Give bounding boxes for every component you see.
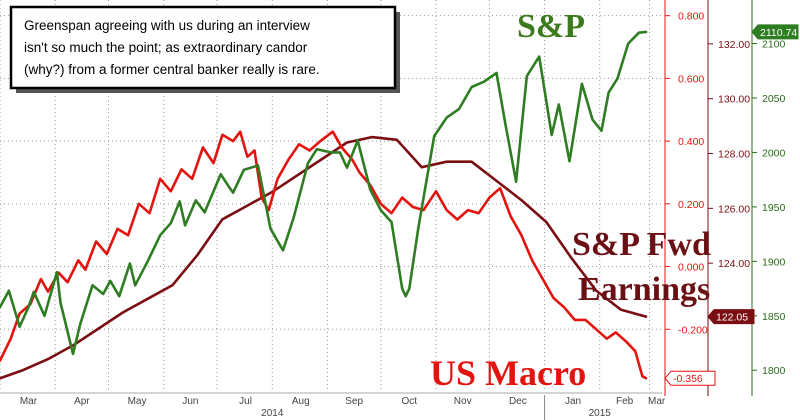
earnings-tick-label: 126.00 <box>718 203 750 215</box>
earnings-tick-label: 124.00 <box>718 258 750 270</box>
year-label: 2015 <box>589 408 612 419</box>
spx-tick-label: 1900 <box>762 256 786 268</box>
macro-tick-label: 0.800 <box>678 11 704 23</box>
x-tick-label: Feb <box>616 396 634 407</box>
annotation-box: Greenspan agreeing with us during an int… <box>9 5 400 93</box>
year-label: 2014 <box>261 408 284 419</box>
series-line-macro <box>0 130 648 380</box>
earnings-tick-label: 130.00 <box>718 94 750 106</box>
series-line-earnings <box>0 135 648 380</box>
earnings-tick-label: 128.00 <box>718 149 750 161</box>
x-tick-label: Oct <box>402 396 418 407</box>
macro-tick-label: 0.600 <box>678 73 704 85</box>
x-tick-label: Jul <box>239 396 252 407</box>
macro-tick-label: 0.200 <box>678 199 704 211</box>
earnings-last-value-tag <box>707 309 755 325</box>
annotation-border <box>9 5 397 90</box>
grid <box>0 0 662 392</box>
x-tick-label: Sep <box>345 396 363 407</box>
x-tick-label: Nov <box>454 396 472 407</box>
x-tick-label: May <box>128 396 147 407</box>
spx-last-value-label: 2110.74 <box>760 27 797 39</box>
spx-tick-label: 2050 <box>762 93 786 105</box>
series-line-spx <box>0 30 648 356</box>
series-lines <box>0 30 648 380</box>
annotation-line-3: (why?) from a former central banker real… <box>24 62 320 77</box>
macro-label: US Macro <box>430 353 586 393</box>
spx-tick-label: 2100 <box>762 39 786 51</box>
x-tick-label: Aug <box>292 396 310 407</box>
annotation-line-1: Greenspan agreeing with us during an int… <box>24 18 310 33</box>
x-tick-label: Jun <box>182 396 198 407</box>
earnings-tick-label: 132.00 <box>718 39 750 51</box>
spx-label: S&P <box>517 8 585 45</box>
spx-tick-label: 2000 <box>762 147 786 159</box>
spx-tick-label: 1850 <box>762 311 786 323</box>
x-tick-label: Mar <box>648 396 666 407</box>
x-tick-label: Mar <box>20 396 38 407</box>
macro-last-value-label: -0.356 <box>673 373 703 385</box>
earnings-label-line-1: S&P Fwd <box>572 226 711 263</box>
x-tick-label: Jan <box>565 396 581 407</box>
x-tick-label: Apr <box>74 396 90 407</box>
macro-tick-label: 0.400 <box>678 136 704 148</box>
macro-tick-label: 0.000 <box>678 262 704 274</box>
macro-tick-label: -0.200 <box>678 324 708 336</box>
macro-last-value-tag <box>664 370 716 386</box>
earnings-label-line-2: Earnings <box>578 271 710 308</box>
spx-tick-label: 1800 <box>762 365 786 377</box>
annotation-line-2: isn't so much the point; as extraordinar… <box>24 40 308 55</box>
spx-tick-label: 1950 <box>762 202 786 214</box>
spx-last-value-tag <box>751 24 799 40</box>
earnings-last-value-label: 122.05 <box>716 312 748 324</box>
x-tick-label: Dec <box>509 396 527 407</box>
